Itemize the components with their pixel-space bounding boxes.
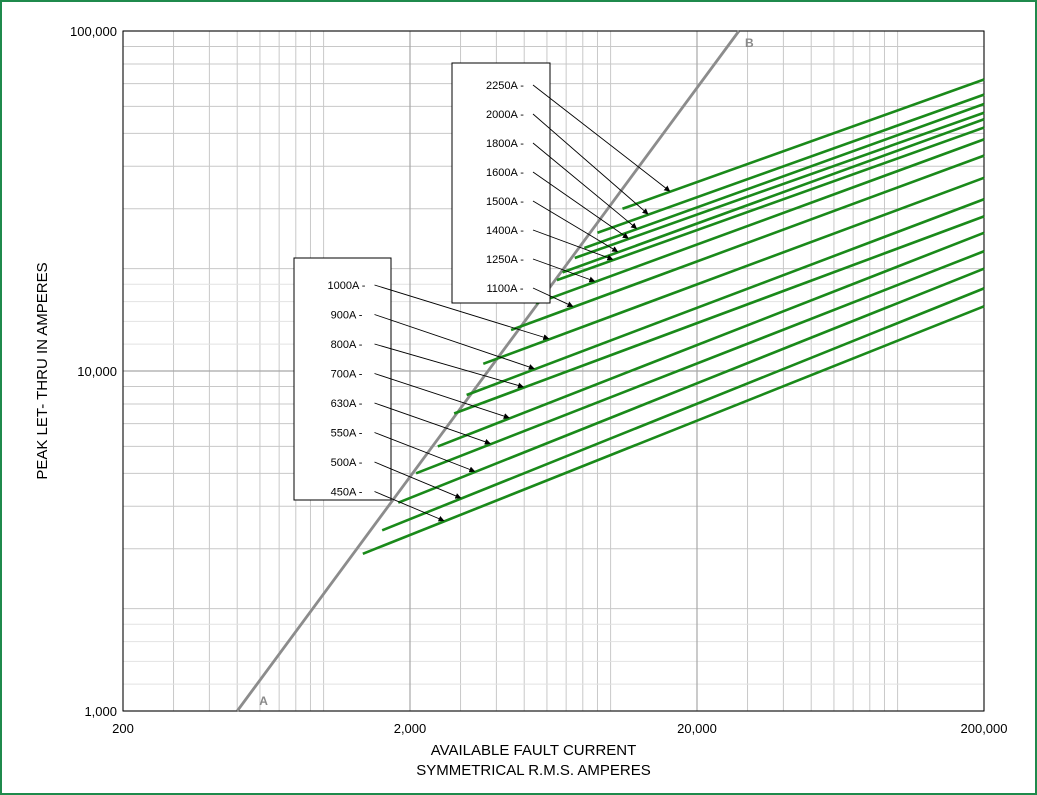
y-tick-label: 10,000 — [77, 364, 117, 379]
legend-box-left: 1000A - 900A - 800A - 700A - 630A - 550A - 500… — [293, 257, 550, 522]
reference-line-end-label: B — [745, 36, 754, 50]
series-line-500a — [381, 287, 985, 532]
legend-label: 630A - — [331, 398, 363, 410]
legend-label: 900A - — [331, 310, 363, 322]
legend-label: 1400A - — [486, 225, 524, 237]
legend-box-frame — [293, 257, 392, 501]
series-line-700a — [437, 231, 985, 448]
series-line-900a — [466, 198, 985, 397]
series-line-800a — [453, 215, 985, 415]
x-tick-label: 20,000 — [677, 721, 717, 736]
leader-arrow — [532, 113, 649, 215]
y-tick-label: 100,000 — [70, 24, 117, 39]
legend-box-upper: 2250A - 2000A - 1800A - 1600A - 1500A - 1400A… — [451, 62, 671, 307]
legend-label: 1800A - — [486, 138, 524, 150]
legend-box-frame — [451, 62, 551, 304]
x-tick-label: 2,000 — [394, 721, 427, 736]
leader-arrow — [532, 171, 629, 239]
leader-arrow — [532, 200, 619, 252]
legend-label: 2250A - — [486, 80, 524, 92]
legend-label: 1000A - — [328, 280, 366, 292]
y-axis-title: PEAK LET- THRU IN AMPERES — [34, 262, 51, 479]
series-line-1500a — [562, 118, 985, 274]
series-line-1400a — [556, 126, 985, 282]
plot-border — [122, 30, 985, 712]
series-line-2000a — [597, 93, 985, 235]
leader-arrow — [374, 461, 462, 499]
leader-arrow — [374, 314, 535, 370]
series-line-1250a — [535, 138, 985, 305]
leader-arrow — [532, 287, 574, 307]
x-tick-label: 200,000 — [961, 721, 1008, 736]
series-line-1000a — [482, 176, 985, 366]
x-tick-label: 200 — [112, 721, 134, 736]
series-line-550a — [397, 267, 985, 504]
reference-line — [236, 30, 741, 712]
y-tick-label: 1,000 — [84, 704, 117, 719]
legend-label: 500A - — [331, 457, 363, 469]
legend-label: 1500A - — [486, 196, 524, 208]
series-line-450a — [362, 305, 985, 555]
leader-arrow — [374, 343, 524, 389]
series-line-2250a — [622, 78, 985, 211]
legend-label: 550A - — [331, 428, 363, 440]
leader-arrow — [374, 432, 476, 473]
leader-arrow — [374, 402, 491, 445]
series-line-1600a — [574, 111, 985, 260]
legend-label: 1600A - — [486, 167, 524, 179]
series-line-1800a — [583, 102, 985, 250]
series-line-1100a — [510, 154, 985, 332]
legend-label: 800A - — [331, 339, 363, 351]
series-group — [362, 78, 985, 555]
leader-arrow — [532, 142, 638, 229]
leader-arrow — [374, 373, 510, 419]
x-axis-subtitle: SYMMETRICAL R.M.S. AMPERES — [416, 762, 651, 779]
leader-arrow — [374, 491, 445, 522]
leader-arrow — [374, 284, 550, 341]
legend-label: 450A - — [331, 487, 363, 499]
grid — [122, 30, 985, 712]
legend-label: 700A - — [331, 369, 363, 381]
leader-arrow — [532, 229, 614, 261]
legend-label: 1250A - — [486, 254, 524, 266]
leader-arrow — [532, 84, 671, 192]
reference-line-start-label: A — [259, 694, 268, 708]
series-line-630a — [415, 250, 985, 475]
x-axis-title: AVAILABLE FAULT CURRENT — [431, 742, 637, 759]
legend-label: 1100A - — [486, 283, 523, 295]
leader-arrow — [532, 258, 596, 283]
legend-label: 2000A - — [486, 109, 524, 121]
